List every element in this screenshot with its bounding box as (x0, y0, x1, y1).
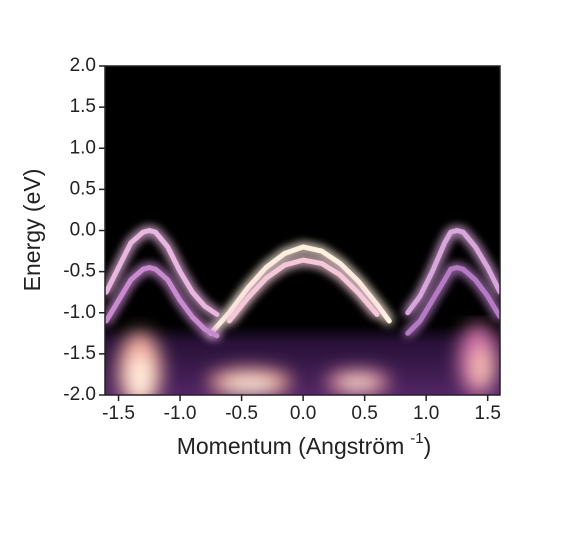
blob (222, 378, 278, 392)
y-tick-label: 0.5 (70, 178, 96, 199)
x-tick-label: -1.0 (164, 403, 197, 424)
x-axis-label-suffix: ) (424, 433, 432, 459)
x-axis-label-superscript: -1 (410, 430, 423, 447)
x-tick-label: -1.5 (102, 403, 135, 424)
intensity-blobs (118, 324, 498, 395)
band (226, 257, 380, 324)
band (405, 265, 500, 336)
y-tick-label: 0.0 (70, 220, 96, 241)
y-tick-label: 1.5 (70, 96, 96, 117)
x-axis-label: Momentum (Angström -1) (177, 430, 432, 459)
y-tick-label: 2.0 (70, 55, 96, 76)
blob (128, 356, 152, 395)
x-tick-label: 1.0 (413, 403, 439, 424)
band (105, 228, 220, 317)
band (105, 265, 220, 339)
blob (340, 378, 376, 390)
band (405, 228, 500, 316)
y-tick-label: -0.5 (63, 261, 96, 282)
blob (472, 348, 492, 388)
y-tick-label: -2.0 (63, 384, 96, 405)
intensity-layer (105, 228, 500, 395)
y-tick-label: -1.0 (63, 302, 96, 323)
y-tick-label: -1.5 (63, 343, 96, 364)
x-tick-label: 0.0 (290, 403, 316, 424)
x-tick-label: 0.5 (351, 403, 377, 424)
y-tick-label: 1.0 (70, 137, 96, 158)
x-axis-label-text: Momentum (Angström (177, 433, 405, 459)
background-intensity (105, 325, 500, 395)
x-tick-label: -0.5 (225, 403, 258, 424)
band (208, 244, 392, 336)
x-tick-label: 1.5 (474, 403, 500, 424)
y-axis-label: Energy (eV) (19, 169, 45, 292)
